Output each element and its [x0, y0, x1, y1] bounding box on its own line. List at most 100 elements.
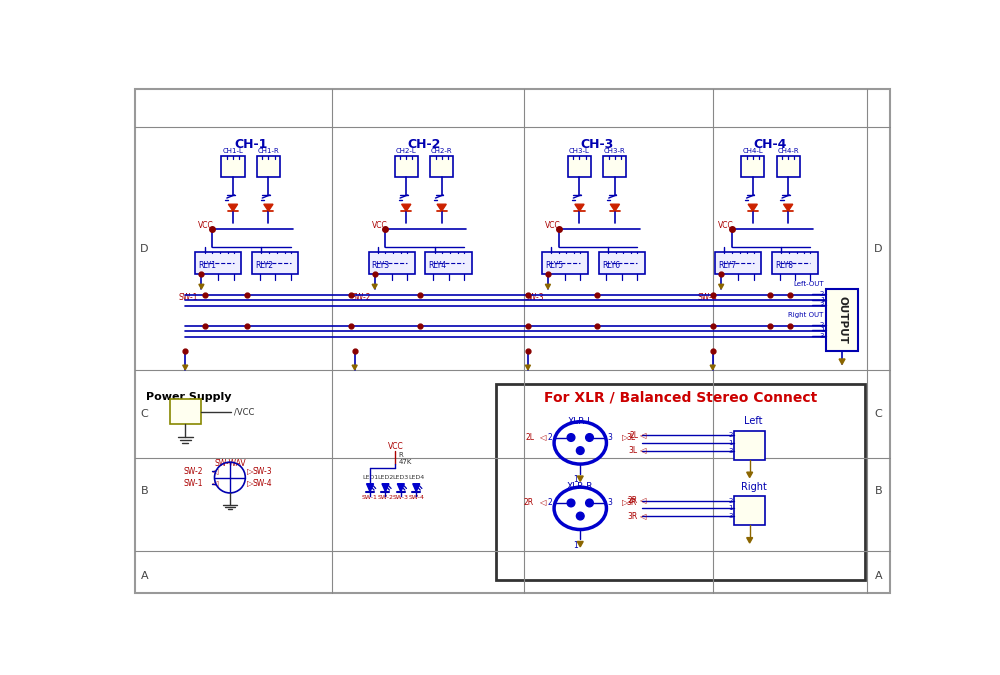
Text: VCC: VCC	[545, 221, 561, 230]
Text: ▷: ▷	[247, 467, 253, 476]
Bar	[741, 156, 764, 178]
Text: SW-4: SW-4	[698, 293, 717, 302]
Text: 1: 1	[573, 475, 578, 484]
Text: ▷: ▷	[622, 498, 628, 508]
Text: Left: Left	[744, 416, 763, 427]
Text: 3: 3	[607, 433, 612, 442]
Text: 2: 2	[820, 292, 824, 297]
Bar	[496, 383, 865, 580]
Polygon shape	[710, 365, 715, 370]
Bar	[170, 399, 201, 424]
Text: Right OUT: Right OUT	[788, 312, 824, 318]
Circle shape	[576, 512, 584, 520]
Text: 2L: 2L	[629, 431, 638, 439]
Circle shape	[567, 499, 575, 507]
Text: RLY5: RLY5	[545, 261, 563, 270]
Text: CH3-L: CH3-L	[569, 148, 590, 154]
Text: ◁: ◁	[639, 512, 645, 520]
Polygon shape	[525, 365, 530, 370]
Circle shape	[586, 499, 593, 507]
Text: /VCC: /VCC	[234, 408, 254, 416]
Text: 1: 1	[820, 327, 824, 333]
Text: SW-2: SW-2	[377, 495, 393, 500]
Text: ◁: ◁	[639, 431, 645, 439]
Text: B: B	[874, 485, 882, 495]
Text: A: A	[141, 571, 148, 581]
Text: 2: 2	[728, 432, 733, 438]
Text: CH-3: CH-3	[581, 138, 614, 151]
Text: RLY8: RLY8	[775, 261, 793, 270]
Bar	[603, 156, 626, 178]
Bar	[369, 252, 415, 273]
Polygon shape	[264, 205, 273, 211]
Text: C: C	[874, 410, 882, 419]
Bar	[542, 252, 588, 273]
Text: XLR-R: XLR-R	[567, 483, 594, 491]
Polygon shape	[577, 541, 583, 547]
Text: 2: 2	[728, 497, 733, 504]
Text: RLY3: RLY3	[372, 261, 390, 270]
Polygon shape	[199, 284, 204, 289]
Circle shape	[586, 433, 593, 441]
Bar	[777, 156, 800, 178]
Text: 1: 1	[820, 297, 824, 302]
Polygon shape	[382, 484, 389, 491]
Text: D: D	[140, 244, 149, 254]
Text: Power Supply: Power Supply	[146, 392, 232, 402]
Polygon shape	[839, 359, 845, 364]
Text: CH4-R: CH4-R	[777, 148, 799, 154]
Bar	[772, 252, 818, 273]
Text: RLY7: RLY7	[718, 261, 736, 270]
Polygon shape	[748, 205, 757, 211]
Text: 1: 1	[728, 506, 733, 512]
Bar	[568, 156, 591, 178]
Text: 3: 3	[820, 333, 824, 339]
Text: 3L: 3L	[629, 446, 638, 455]
Text: 3: 3	[728, 448, 733, 454]
Text: XLR-L: XLR-L	[568, 417, 593, 426]
Polygon shape	[784, 205, 793, 211]
Text: 2: 2	[820, 322, 824, 328]
Text: 47K: 47K	[399, 459, 412, 465]
Bar	[734, 496, 765, 525]
Text: R: R	[399, 452, 403, 458]
Polygon shape	[747, 537, 753, 543]
Text: RLY2: RLY2	[255, 261, 273, 270]
Text: CH-1: CH-1	[234, 138, 267, 151]
Text: SW-3: SW-3	[524, 293, 544, 302]
Text: SW-4: SW-4	[252, 479, 272, 488]
Text: ◁: ◁	[639, 446, 645, 455]
Text: VCC: VCC	[372, 221, 387, 230]
Text: CH-2: CH-2	[407, 138, 441, 151]
Text: CH2-L: CH2-L	[396, 148, 417, 154]
Text: SW-2: SW-2	[351, 293, 371, 302]
Text: RLY6: RLY6	[602, 261, 620, 270]
Text: ◁: ◁	[211, 479, 217, 488]
Text: ◁: ◁	[211, 467, 217, 476]
Text: SW-1: SW-1	[362, 495, 378, 500]
Text: 2L: 2L	[525, 433, 534, 442]
Text: SW-4: SW-4	[408, 495, 424, 500]
Text: ▷: ▷	[622, 433, 628, 442]
Text: SW-3: SW-3	[393, 495, 409, 500]
Text: ◁: ◁	[539, 433, 546, 442]
Text: SW-2: SW-2	[183, 467, 203, 476]
Text: 3L: 3L	[626, 433, 636, 442]
Polygon shape	[397, 484, 404, 491]
Text: SW-1: SW-1	[178, 293, 198, 302]
Polygon shape	[352, 365, 357, 370]
Text: LED4: LED4	[408, 475, 424, 480]
Text: OUTPUT: OUTPUT	[837, 296, 847, 344]
Bar	[221, 156, 245, 178]
Polygon shape	[719, 284, 724, 289]
Bar	[252, 252, 298, 273]
Text: SW-1: SW-1	[183, 479, 203, 488]
Bar	[395, 156, 418, 178]
Bar	[715, 252, 761, 273]
Text: 2R: 2R	[628, 496, 638, 505]
Bar	[826, 289, 858, 350]
Bar	[599, 252, 645, 273]
Text: ◁: ◁	[639, 496, 645, 505]
Text: Right: Right	[741, 482, 766, 492]
Text: For XLR / Balanced Stereo Connect: For XLR / Balanced Stereo Connect	[544, 390, 817, 404]
